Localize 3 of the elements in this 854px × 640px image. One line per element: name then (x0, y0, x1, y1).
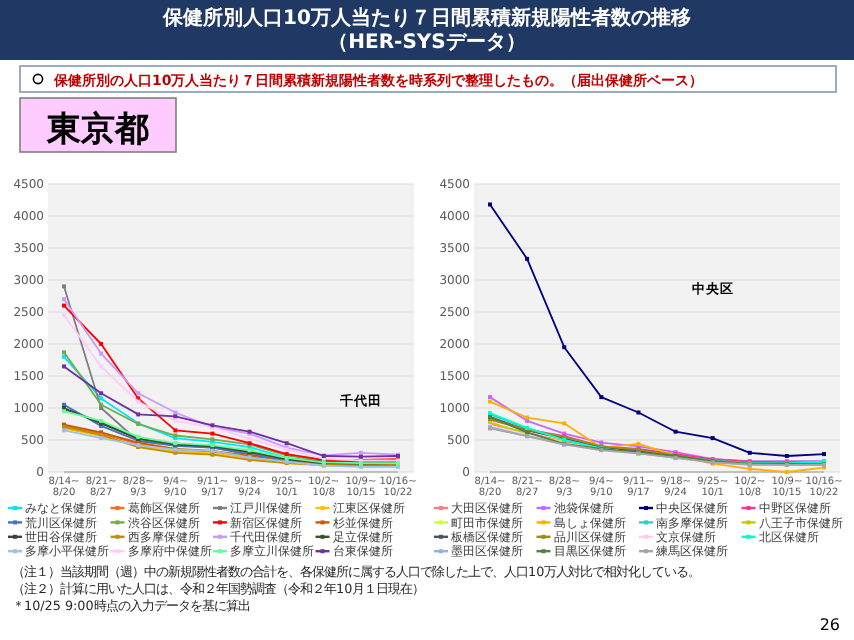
text: 26 (819, 616, 840, 634)
text: 東京都 (45, 110, 149, 150)
chart-title: 保健所別人口10万人当たり７日間累積新規陽性者数の推移（HER-SYSデータ） (161, 6, 691, 54)
